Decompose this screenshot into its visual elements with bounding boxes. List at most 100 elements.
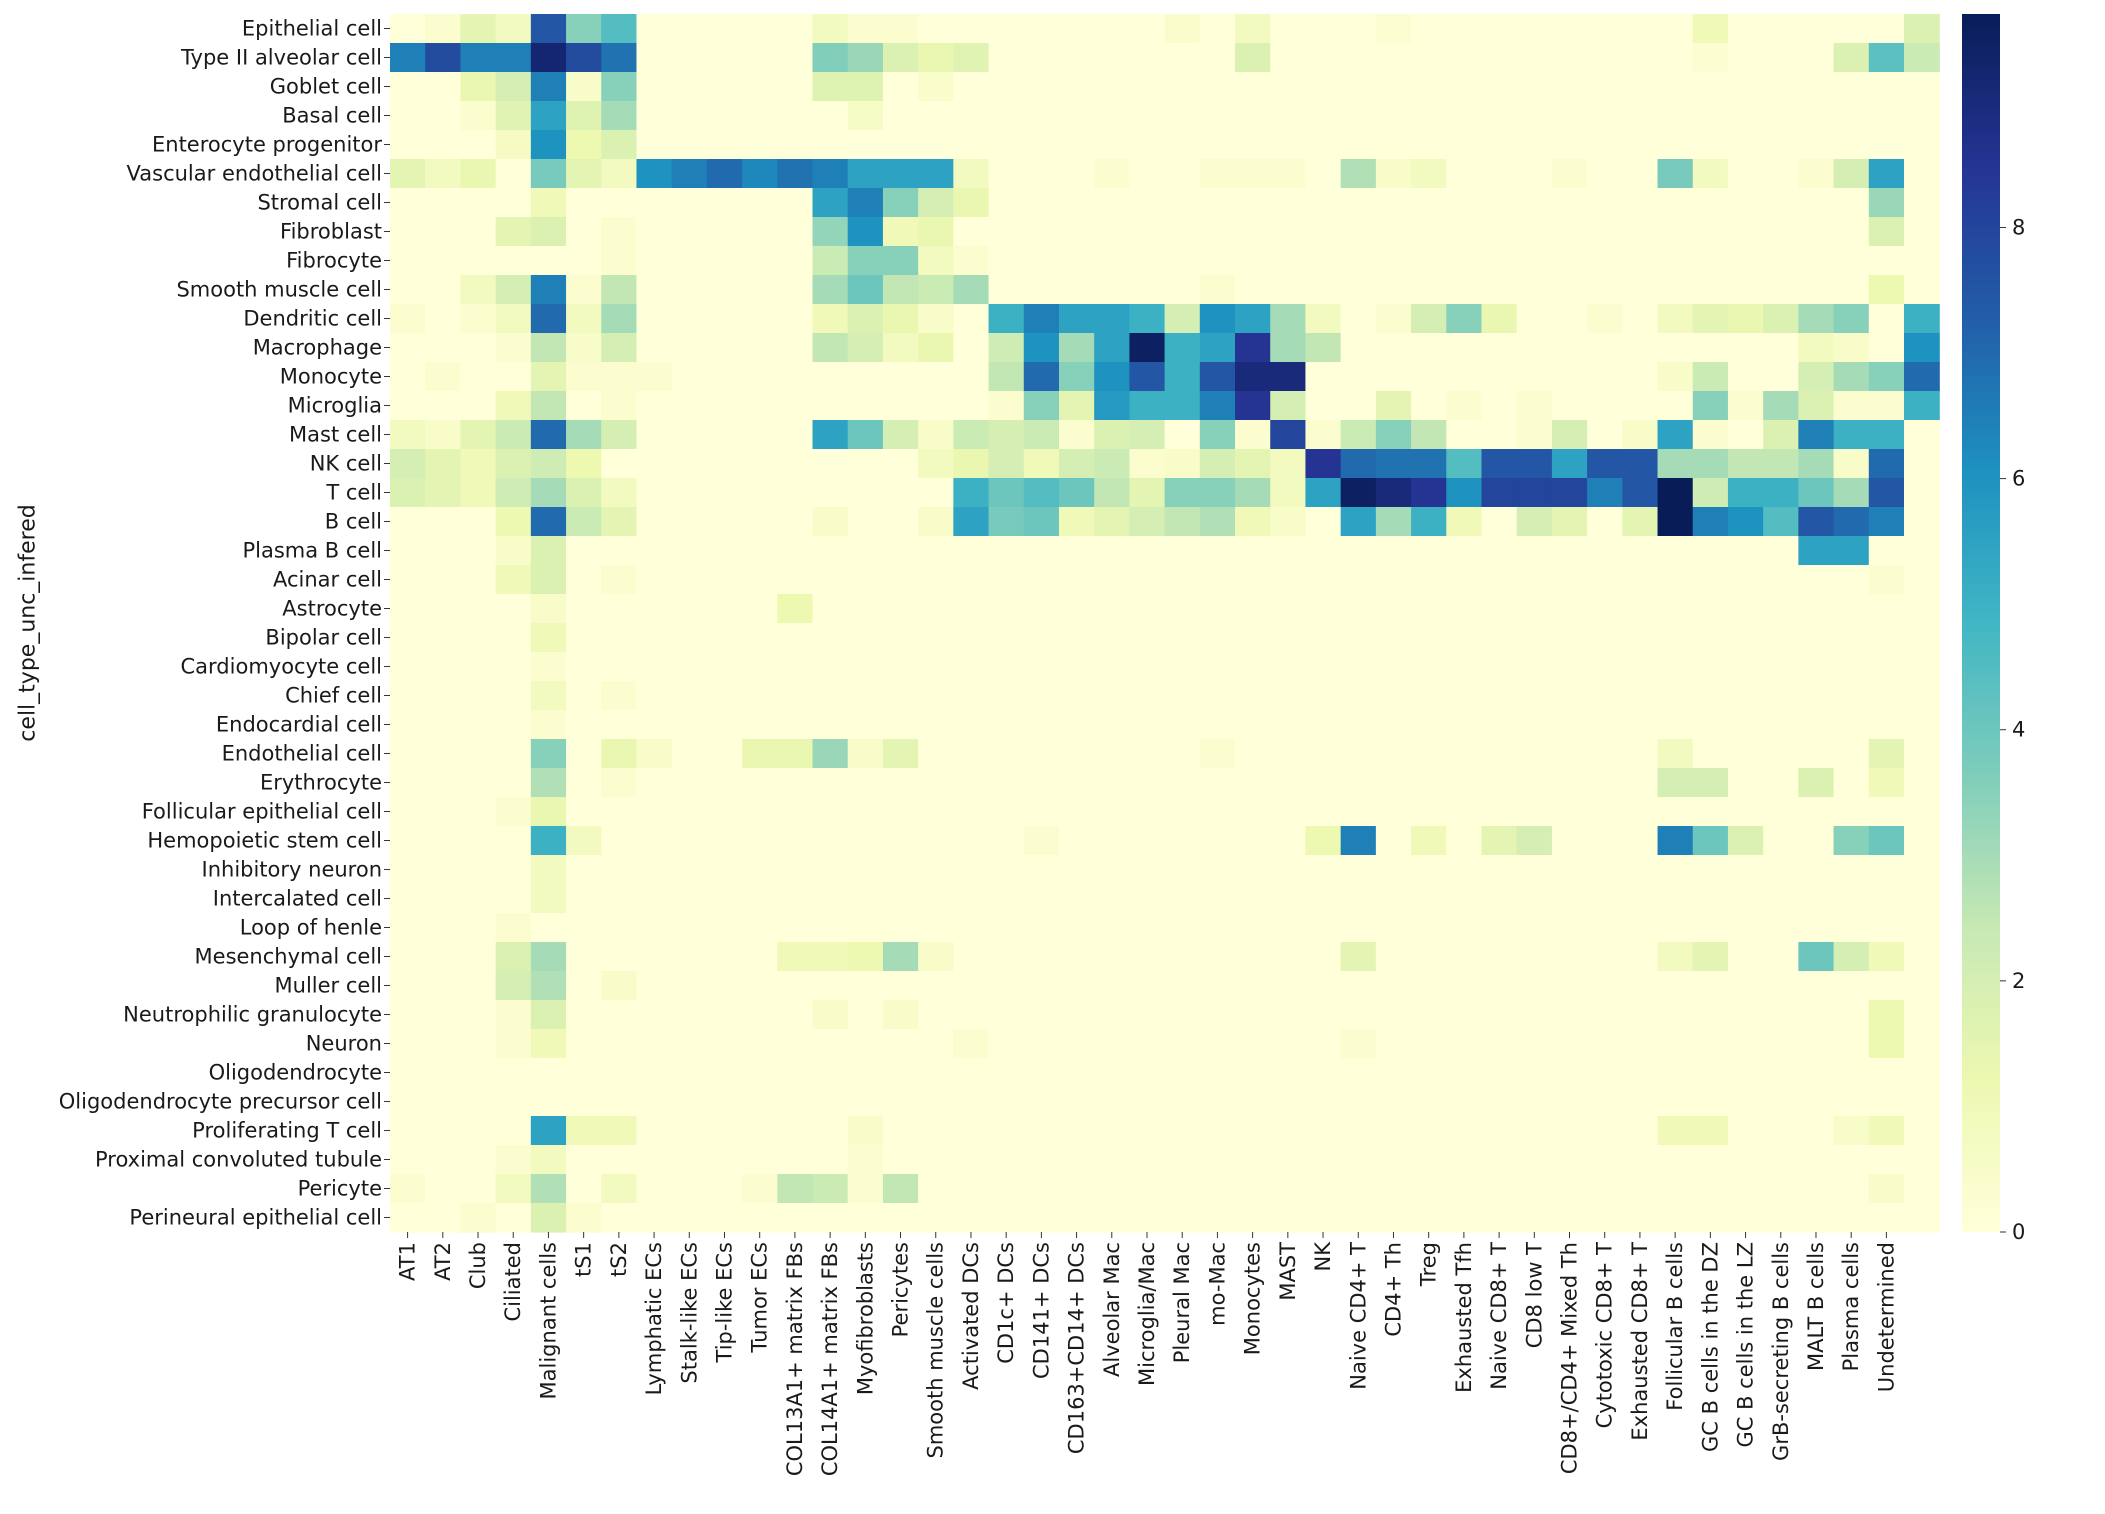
heatmap-cell [1023,449,1060,479]
heatmap-cell [1270,913,1307,943]
heatmap-cell [1904,159,1940,189]
heatmap-cell [1375,1203,1412,1233]
heatmap-cell [1481,188,1518,218]
column-label: Treg [1417,1242,1441,1287]
heatmap-cell [1868,623,1905,653]
heatmap-cell [1270,449,1307,479]
heatmap-cell [1270,1029,1307,1059]
heatmap-cell [1235,275,1271,305]
heatmap-cell [1129,913,1166,943]
heatmap-cell [601,1029,638,1059]
heatmap-cell [1411,391,1447,421]
heatmap-cell [1622,449,1659,479]
heatmap-cell [1657,507,1694,537]
row-label: Fibroblast [280,220,382,244]
heatmap-cell [882,507,919,537]
heatmap-cell [1657,768,1694,798]
heatmap-cell [882,1029,919,1059]
heatmap-cell [1411,942,1447,972]
heatmap-cell [812,449,849,479]
column-label: Myofibroblasts [853,1242,877,1395]
heatmap-cell [1164,507,1201,537]
heatmap-cell [1868,449,1905,479]
heatmap-cell [425,1174,462,1204]
heatmap-cell [1657,913,1694,943]
heatmap-cell [953,333,990,363]
heatmap-cell [1727,246,1764,276]
heatmap-cell [777,420,814,450]
heatmap-cell [953,449,990,479]
heatmap-cell [425,43,462,73]
heatmap-cell [1129,478,1166,508]
heatmap-cell [1763,652,1799,682]
row-label: Endocardial cell [216,713,382,737]
heatmap-cell [1375,72,1412,102]
heatmap-cell [918,768,954,798]
heatmap-cell [1763,391,1799,421]
heatmap-cell [460,1000,497,1030]
column-label: MALT B cells [1804,1242,1828,1371]
heatmap-cell [1199,855,1236,885]
heatmap-cell [882,826,919,856]
heatmap-cell [1340,913,1377,943]
heatmap-cell [1516,362,1553,392]
row-label: Acinar cell [273,568,382,592]
heatmap-cell [1587,449,1623,479]
heatmap-cell [706,333,743,363]
heatmap-cell [706,14,743,44]
heatmap-cell [1305,130,1342,160]
heatmap-cell [1481,1174,1518,1204]
heatmap-cell [495,884,532,914]
heatmap-cell [1446,1029,1483,1059]
heatmap-cell [425,768,462,798]
heatmap-cell [1868,681,1905,711]
heatmap-cell [601,449,638,479]
heatmap-cell [425,420,462,450]
heatmap-cell [1375,478,1412,508]
heatmap-cell [1199,507,1236,537]
heatmap-cell [495,391,532,421]
heatmap-cell [988,1058,1025,1088]
heatmap-cell [495,275,532,305]
heatmap-cell [1305,72,1342,102]
heatmap-cell [566,1087,602,1117]
heatmap-cell [566,304,602,334]
heatmap-cell [953,1029,990,1059]
heatmap-cell [425,565,462,595]
heatmap-cell [1094,333,1130,363]
heatmap-cell [1129,681,1166,711]
heatmap-cell [918,855,954,885]
heatmap-cell [1446,1058,1483,1088]
heatmap-cell [706,449,743,479]
heatmap-cell [1411,1116,1447,1146]
heatmap-cell [882,536,919,566]
heatmap-cell [1305,565,1342,595]
heatmap-cell [1481,1116,1518,1146]
heatmap-cell [1904,72,1940,102]
heatmap-cell [1481,565,1518,595]
heatmap-cell [1164,72,1201,102]
heatmap-cell [882,130,919,160]
heatmap-cell [1622,1145,1659,1175]
heatmap-cell [988,449,1025,479]
heatmap-cell [1516,478,1553,508]
heatmap-cell [1094,739,1130,769]
heatmap-cell [1798,1000,1835,1030]
heatmap-cell [1657,942,1694,972]
heatmap-cell [390,942,426,972]
heatmap-cell [953,130,990,160]
heatmap-cell [1270,652,1307,682]
heatmap-cell [1023,362,1060,392]
heatmap-cell [1411,1174,1447,1204]
heatmap-cell [1904,710,1940,740]
heatmap-cell [1375,246,1412,276]
heatmap-cell [495,594,532,624]
heatmap-cell [1587,333,1623,363]
heatmap-cell [1833,333,1870,363]
heatmap-cell [1622,304,1659,334]
heatmap-cell [1587,826,1623,856]
heatmap-cell [1375,333,1412,363]
heatmap-cell [1763,565,1799,595]
heatmap-cell [706,652,743,682]
heatmap-cell [988,826,1025,856]
